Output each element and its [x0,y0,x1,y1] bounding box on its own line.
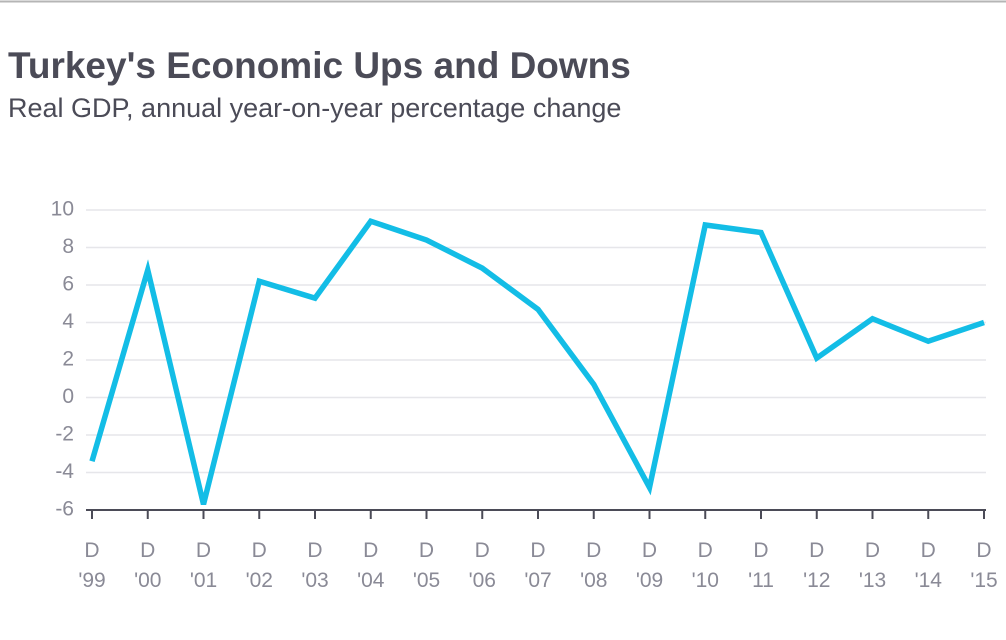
x-tick-label: D '00 [134,539,162,592]
y-tick-label: 6 [62,273,74,296]
x-tick-label: D '11 [748,539,774,592]
x-tick-label: D '12 [803,539,831,592]
x-tick-label: D '06 [468,539,496,592]
x-tick-label: D '10 [691,539,719,592]
y-tick-label: -2 [55,423,74,446]
chart-title: Turkey's Economic Ups and Downs [8,45,631,86]
x-tick-label: D '01 [189,539,218,592]
x-tick-label: D '02 [245,539,273,592]
x-tick-label: D '08 [580,539,608,592]
y-tick-label: 2 [62,348,74,371]
x-tick-label: D '14 [914,539,942,592]
y-tick-label: -4 [55,460,74,483]
x-tick-label: D '04 [357,539,385,592]
chart-subtitle: Real GDP, annual year-on-year percentage… [8,93,621,123]
x-tick-label: D '15 [970,539,998,592]
x-tick-label: D '99 [78,539,106,592]
y-tick-label: -6 [55,498,74,521]
x-tick-label: D '03 [301,539,329,592]
y-tick-label: 8 [62,235,74,258]
x-tick-label: D '05 [412,539,441,592]
y-tick-label: 0 [62,385,74,408]
y-tick-label: 10 [51,198,74,221]
x-tick-label: D '13 [858,539,887,592]
data-line [89,217,985,506]
y-tick-label: 4 [62,310,74,333]
x-tick-label: D '09 [635,539,664,592]
x-tick-label: D '07 [524,539,552,592]
